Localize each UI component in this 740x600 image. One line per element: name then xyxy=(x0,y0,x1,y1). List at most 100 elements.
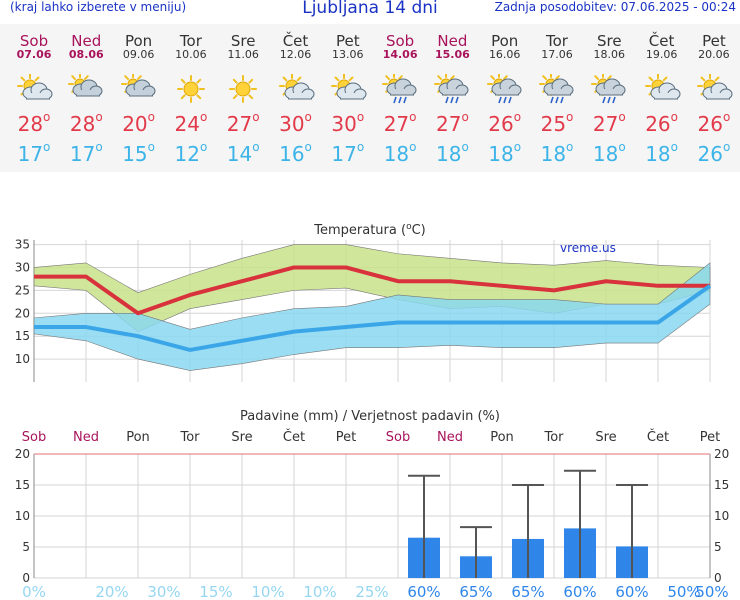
min-temp-line xyxy=(34,284,712,352)
max-temp: 30o xyxy=(279,110,312,136)
sun-cloud-icon xyxy=(8,73,60,104)
precip-probability: 65% xyxy=(511,583,544,600)
x-category-label: Sre xyxy=(231,430,252,445)
x-category-label: Pet xyxy=(336,430,356,445)
day-name: Pet xyxy=(702,32,726,50)
max-temp-value: 28 xyxy=(69,112,96,136)
day-name: Ned xyxy=(71,32,102,50)
min-temp: 18o xyxy=(383,140,417,166)
day-date: 10.06 xyxy=(175,48,207,61)
y-tick-label-left: 15 xyxy=(15,478,30,492)
max-temp: 27o xyxy=(592,110,626,136)
last-updated: Zadnja posodobitev: 07.06.2025 - 00:24 xyxy=(494,0,736,14)
x-category-label: Čet xyxy=(283,429,305,445)
max-temp-value: 27 xyxy=(383,112,410,136)
precip-probability: 30% xyxy=(147,583,180,600)
y-tick-label-right: 5 xyxy=(714,540,722,554)
min-temp: 12o xyxy=(174,140,208,166)
min-temp-value: 18 xyxy=(383,142,410,166)
cloudy-icon xyxy=(113,72,165,104)
min-temp-value: 17 xyxy=(331,142,357,166)
max-temp: 28o xyxy=(69,110,103,136)
day-name: Čet xyxy=(282,32,309,50)
max-temp-value: 27 xyxy=(592,112,619,136)
min-temp: 17o xyxy=(69,140,103,166)
day-date: 15.06 xyxy=(434,48,470,61)
y-tick-label-left: 0 xyxy=(22,571,30,585)
day-date: 16.06 xyxy=(488,48,521,61)
x-category-label: Ned xyxy=(437,430,463,445)
precip-probability: 20% xyxy=(95,583,128,600)
y-tick-label: 35 xyxy=(15,238,30,252)
min-temp-value: 18 xyxy=(645,142,671,166)
temperature-chart: Temperatura (oC) 10 15 20 25 30 35 vreme.us xyxy=(15,222,712,382)
min-temp-value: 18 xyxy=(540,142,567,166)
cloudy-icon xyxy=(60,72,112,104)
day-name: Sob xyxy=(385,32,415,50)
day-name: Sre xyxy=(597,32,622,50)
precipitation-chart: Padavine (mm) / Verjetnost padavin (%) So… xyxy=(15,409,730,600)
sun-rain-icon xyxy=(426,72,478,104)
x-category-label: Sob xyxy=(386,430,410,445)
precip-probability: 10% xyxy=(303,583,336,600)
day-date: 07.06 xyxy=(16,48,52,61)
max-temp: 20o xyxy=(122,110,155,136)
max-temp: 27o xyxy=(226,110,260,136)
y-tick-label-left: 20 xyxy=(15,447,30,461)
day-name: Sre xyxy=(230,32,256,50)
min-temp-value: 12 xyxy=(174,142,200,166)
min-temp-value: 18 xyxy=(592,142,619,166)
precip-probability: 60% xyxy=(615,583,648,600)
location-hint: (kraj lahko izberete v meniju) xyxy=(10,0,187,14)
min-temp: 18o xyxy=(540,140,574,166)
precip-probability: 50% xyxy=(695,583,728,600)
y-tick-label: 25 xyxy=(15,283,30,297)
precip-probability: 65% xyxy=(459,583,492,600)
day-date: 18.06 xyxy=(593,48,626,61)
precip-probability: 10% xyxy=(251,583,284,600)
day-name: Pon xyxy=(124,32,153,50)
day-name: Čet xyxy=(648,32,675,50)
max-temp-value: 24 xyxy=(174,112,200,136)
sun-rain-icon xyxy=(479,72,531,104)
precip-probability: 60% xyxy=(407,583,440,600)
y-tick-label-right: 10 xyxy=(714,509,729,523)
day-date: 08.06 xyxy=(68,48,104,61)
sun-rain-icon xyxy=(583,72,635,104)
x-category-label: Čet xyxy=(647,429,669,445)
x-category-label: Pon xyxy=(126,430,150,445)
max-temp: 24o xyxy=(174,110,208,136)
min-temp-value: 18 xyxy=(435,142,462,166)
y-tick-label-right: 20 xyxy=(714,447,729,461)
max-temp-value: 26 xyxy=(488,112,514,136)
max-temp: 25o xyxy=(540,110,574,136)
day-name: Tor xyxy=(179,32,202,50)
min-temp: 17o xyxy=(331,140,365,166)
max-temp-value: 25 xyxy=(540,112,567,136)
y-tick-label: 30 xyxy=(15,260,30,274)
min-temp-value: 26 xyxy=(697,142,723,166)
max-temp: 30o xyxy=(331,110,365,136)
y-tick-label-right: 15 xyxy=(714,478,729,492)
max-temp: 26o xyxy=(697,110,731,136)
max-temp: 26o xyxy=(488,110,522,136)
day-name: Pon xyxy=(491,32,519,50)
precip-probability: 50% xyxy=(667,583,700,600)
sun-icon xyxy=(217,74,269,104)
max-temp-value: 27 xyxy=(226,112,253,136)
precipitation-title: Padavine (mm) / Verjetnost padavin (%) xyxy=(240,409,500,424)
x-category-label: Ned xyxy=(73,430,99,445)
min-temp: 15o xyxy=(122,140,155,166)
day-date: 13.06 xyxy=(332,48,364,61)
min-temp: 18o xyxy=(592,140,626,166)
min-temp: 16o xyxy=(279,140,312,166)
y-tick-label-right: 0 xyxy=(714,571,722,585)
max-temp-value: 30 xyxy=(331,112,357,136)
temperature-title: Temperatura (oC) xyxy=(313,222,425,238)
min-temp-value: 15 xyxy=(122,142,148,166)
sun-cloud-icon xyxy=(322,73,374,104)
min-temp-range-band xyxy=(33,262,711,371)
max-temp: 26o xyxy=(645,110,678,136)
x-category-label: Sob xyxy=(22,430,46,445)
y-tick-label-left: 5 xyxy=(22,540,30,554)
